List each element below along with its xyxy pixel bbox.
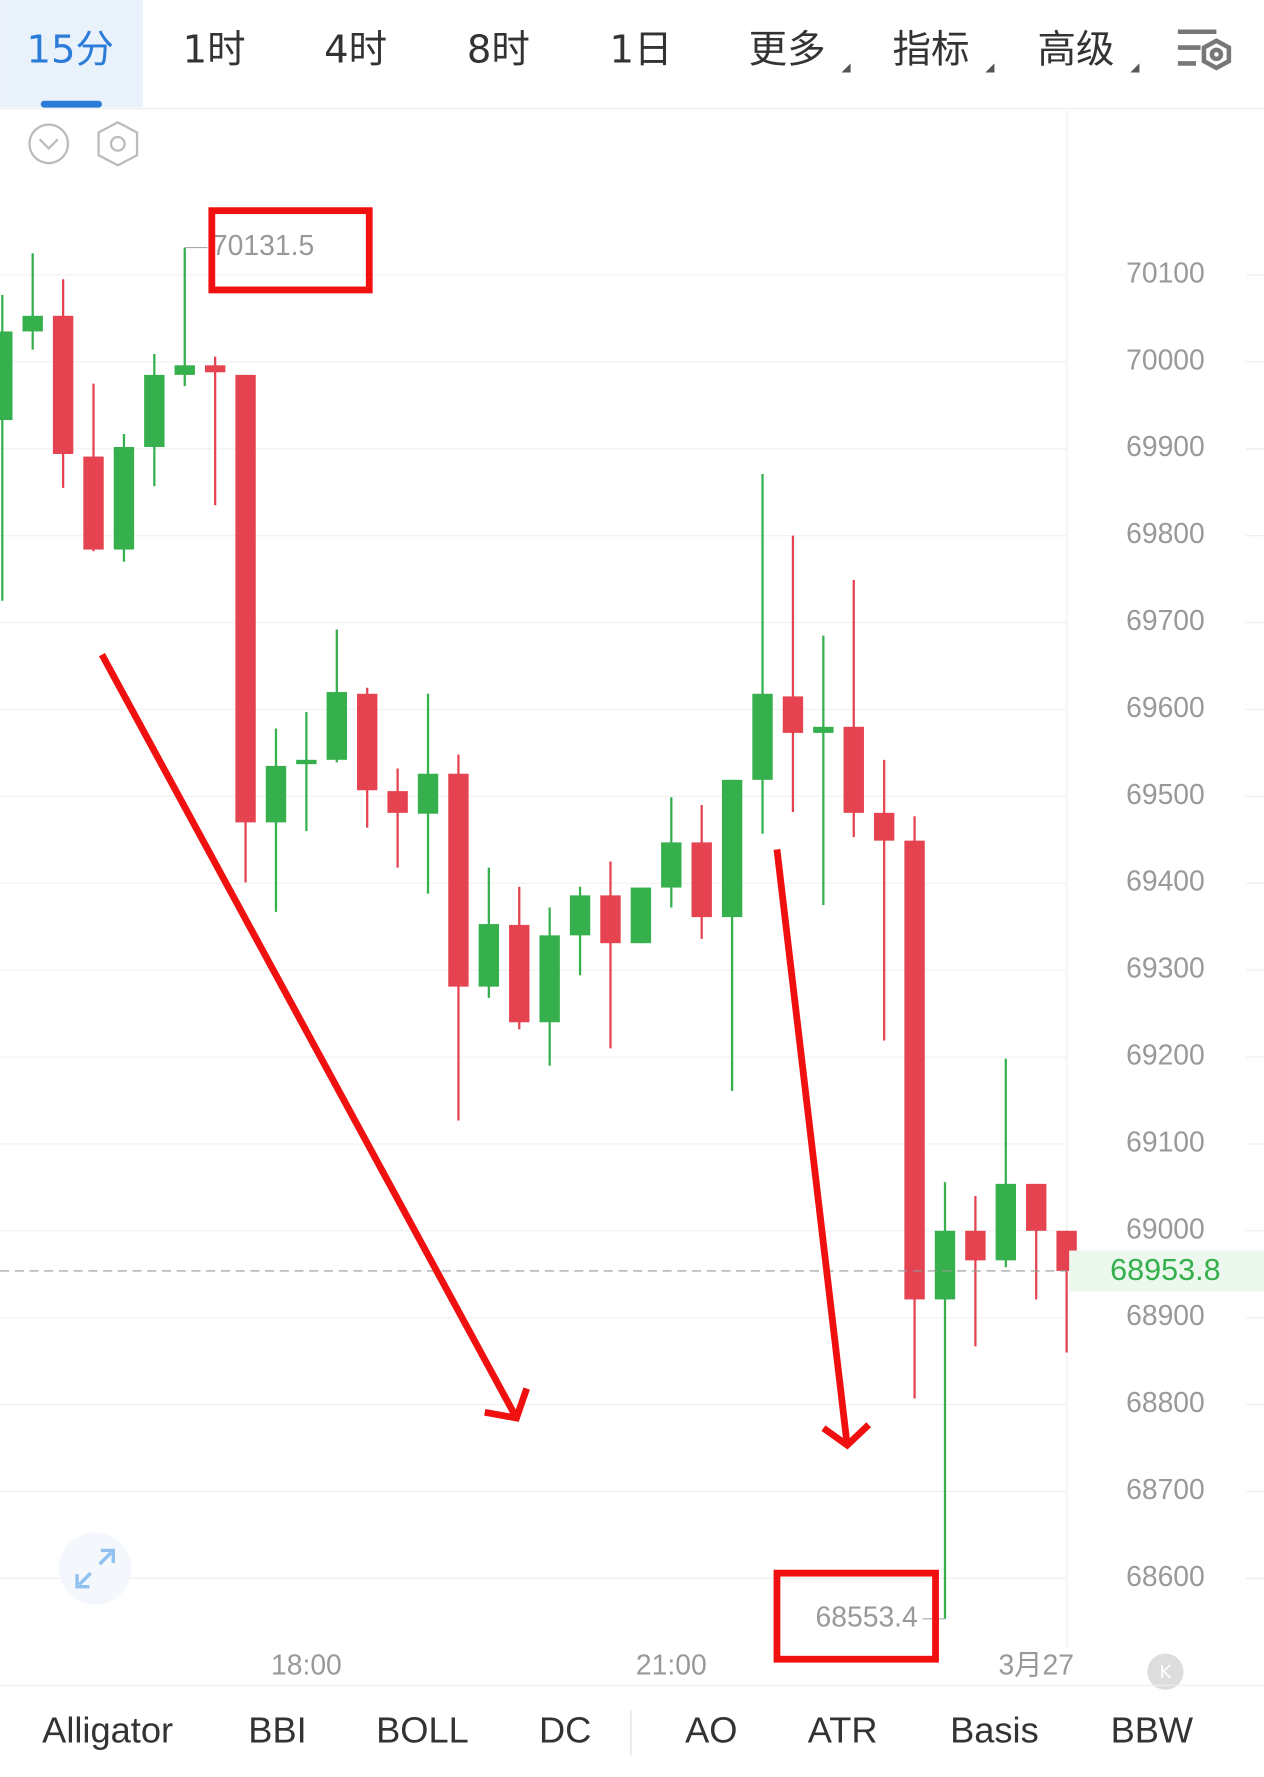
- candle-body: [357, 693, 378, 791]
- low-price-label: 68553.4: [816, 1600, 918, 1632]
- y-tick-label: 69500: [1126, 778, 1205, 810]
- dropdown-caret: [1130, 63, 1140, 73]
- candle-body: [204, 365, 226, 373]
- candle-body: [235, 374, 256, 823]
- active-tab-indicator: [40, 100, 102, 108]
- tab[interactable]: 15分: [26, 28, 113, 73]
- candle-body: [630, 887, 652, 944]
- active-tab-bg: [0, 0, 143, 108]
- annotations: [98, 207, 939, 1663]
- candle-body: [296, 759, 317, 765]
- tab[interactable]: 1时: [183, 28, 246, 73]
- x-tick-label: 3月27: [998, 1649, 1074, 1681]
- y-tick-label: 68900: [1126, 1299, 1205, 1331]
- y-tick-label: 69300: [1126, 952, 1205, 984]
- candle-body: [965, 1230, 986, 1261]
- candle-body: [326, 692, 347, 760]
- candle-body: [448, 773, 469, 987]
- candle-body: [721, 779, 743, 918]
- tab[interactable]: 指标: [892, 28, 969, 73]
- indicator-tab[interactable]: Alligator: [42, 1709, 173, 1750]
- y-tick-label: 68600: [1126, 1560, 1205, 1592]
- scroll-latest-icon[interactable]: K: [1147, 1653, 1184, 1690]
- settings-icon[interactable]: [1177, 29, 1232, 71]
- candle-body: [569, 895, 591, 936]
- indicator-tab[interactable]: ATR: [808, 1709, 878, 1750]
- candle-body: [509, 924, 530, 1023]
- candle-body: [600, 895, 621, 944]
- collapse-icon[interactable]: [28, 123, 70, 165]
- y-tick-label: 70000: [1126, 343, 1205, 375]
- indicator-tab[interactable]: AO: [685, 1709, 737, 1750]
- settings-hex-icon[interactable]: [97, 121, 139, 167]
- y-tick-label: 69900: [1126, 430, 1205, 462]
- indicator-tab[interactable]: BBW: [1111, 1709, 1194, 1750]
- tab[interactable]: 高级: [1037, 28, 1114, 73]
- y-tick-label: 69800: [1126, 517, 1205, 549]
- tab[interactable]: 8时: [467, 28, 530, 73]
- candle-body: [0, 331, 13, 421]
- candle-body: [813, 726, 834, 733]
- tab-bar: [0, 0, 1264, 108]
- candle-body: [904, 840, 925, 1300]
- y-tick-label: 69700: [1126, 604, 1205, 636]
- candle-body: [539, 935, 560, 1023]
- dropdown-caret: [841, 63, 851, 73]
- candle-body: [144, 374, 165, 448]
- candle-body: [995, 1183, 1016, 1261]
- candle-body: [387, 791, 408, 813]
- indicator-tab[interactable]: Basis: [950, 1709, 1039, 1750]
- candle-body: [174, 365, 195, 375]
- candle-body: [873, 812, 895, 841]
- candle-body: [417, 773, 439, 814]
- y-tick-label: 68700: [1126, 1473, 1205, 1505]
- tab[interactable]: 1日: [610, 28, 673, 73]
- candle-body: [52, 315, 74, 454]
- tab[interactable]: 更多: [749, 28, 826, 73]
- y-tick-label: 68800: [1126, 1386, 1205, 1418]
- expand-icon[interactable]: [58, 1532, 132, 1605]
- y-tick-label: 69100: [1126, 1125, 1205, 1157]
- candle-body: [83, 456, 104, 550]
- indicator-tab[interactable]: BOLL: [376, 1709, 469, 1750]
- x-tick-label: 21:00: [636, 1649, 707, 1681]
- dropdown-caret: [985, 63, 995, 73]
- x-tick-label: 18:00: [271, 1649, 342, 1681]
- last-price-label: 68953.8: [1110, 1253, 1220, 1287]
- candle-body: [478, 924, 500, 987]
- candle-body: [661, 842, 682, 888]
- y-tick-label: 69600: [1126, 691, 1205, 723]
- candle-body: [1026, 1183, 1047, 1231]
- candle-body: [843, 726, 864, 813]
- indicator-tab[interactable]: BBI: [248, 1709, 306, 1750]
- indicator-tab[interactable]: DC: [539, 1709, 591, 1750]
- last-price-bg: [1069, 1250, 1264, 1292]
- candle-body: [934, 1230, 956, 1300]
- tab[interactable]: 4时: [324, 28, 387, 73]
- y-tick-label: 69000: [1126, 1212, 1205, 1244]
- candle-body: [752, 693, 773, 780]
- candle-body: [22, 315, 43, 332]
- candle-body: [265, 765, 287, 823]
- high-price-label: 70131.5: [212, 229, 314, 261]
- y-tick-label: 69400: [1126, 865, 1205, 897]
- y-tick-label: 70100: [1126, 256, 1205, 288]
- candle-body: [691, 842, 712, 918]
- candle-body: [782, 696, 804, 733]
- y-tick-label: 69200: [1126, 1038, 1205, 1070]
- candle-body: [113, 447, 135, 550]
- svg-text:K: K: [1159, 1662, 1172, 1683]
